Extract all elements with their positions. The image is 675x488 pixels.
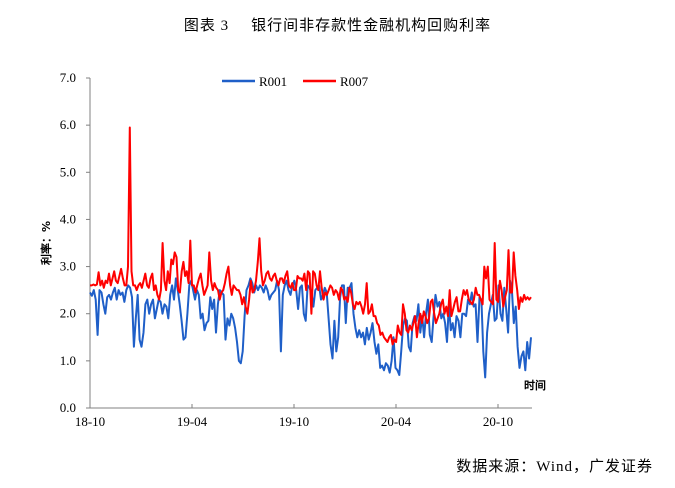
y-tick-label: 3.0 [60,259,76,274]
legend-item-r001: R001 [222,74,287,89]
series-line-r007 [90,126,532,346]
chart-title: 图表 3 银行间非存款性金融机构回购利率 [0,14,675,35]
x-tick-label: 19-04 [177,414,208,429]
legend-item-r007: R007 [303,74,369,89]
legend: R001 R007 [222,74,369,89]
y-tick-label: 4.0 [60,211,76,226]
x-tick-label: 20-04 [381,414,412,429]
y-axis: 0.0 1.0 2.0 3.0 4.0 5.0 6.0 7.0 [60,70,91,415]
y-tick-label: 2.0 [60,306,76,321]
y-tick-label: 0.0 [60,400,76,415]
y-tick-label: 1.0 [60,353,76,368]
y-tick-label: 7.0 [60,70,76,85]
x-axis-title: 时间 [524,378,546,392]
data-source-note: 数据来源：Wind，广发证券 [456,459,653,475]
x-axis: 18-10 19-04 19-10 20-04 20-10 [75,404,532,429]
y-tick-label: 5.0 [60,164,76,179]
x-tick-label: 18-10 [75,414,105,429]
x-tick-label: 19-10 [279,414,309,429]
x-tick-label: 20-10 [483,414,513,429]
figure-number: 图表 3 [183,18,230,34]
y-axis-title: 利率：% [39,221,53,265]
y-tick-label: 6.0 [60,117,76,132]
series-group [89,126,532,379]
legend-label-r007: R007 [340,74,369,89]
legend-label-r001: R001 [259,74,287,89]
figure-title-text: 银行间非存款性金融机构回购利率 [251,18,492,34]
